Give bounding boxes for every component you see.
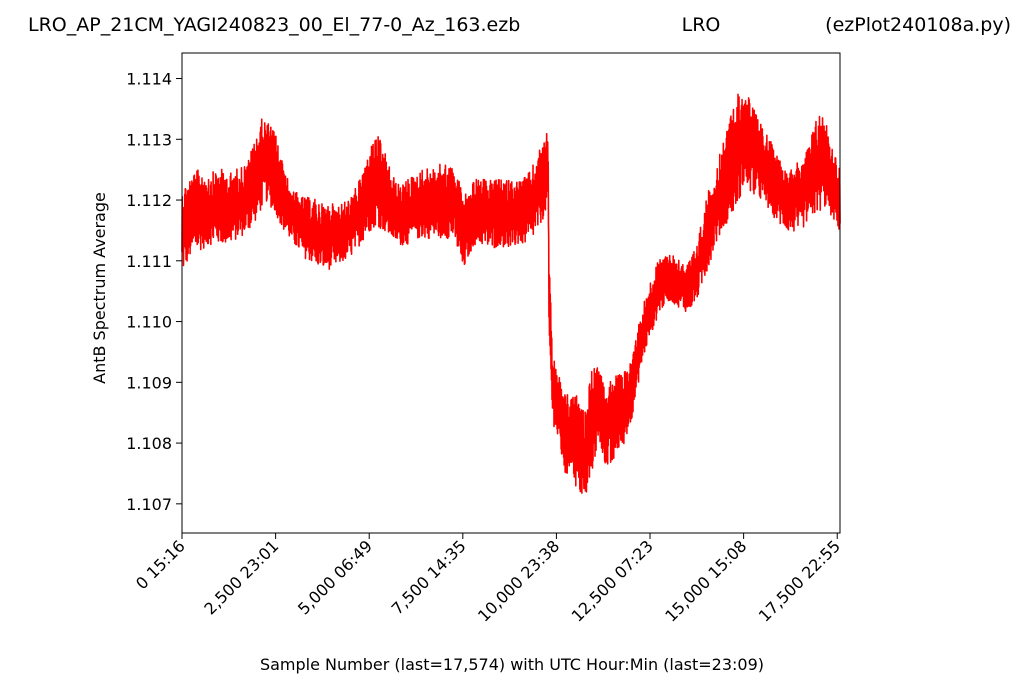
y-tick-label: 1.110: [126, 313, 172, 332]
series-line: [181, 93, 841, 494]
x-ticks: 0 15:16 2,500 23:01 5,000 06:49 7,500 14:35…: [132, 533, 844, 626]
y-tick-label: 1.111: [126, 252, 172, 271]
data-layer: [181, 93, 841, 494]
x-tick-label: 15,000 15:08: [661, 536, 750, 625]
header-filename: LRO_AP_21CM_YAGI240823_00_El_77-0_Az_163…: [28, 14, 520, 36]
x-axis-label: Sample Number (last=17,574) with UTC Hou…: [260, 655, 764, 674]
y-tick-label: 1.107: [126, 495, 172, 514]
x-tick-label: 5,000 06:49: [294, 536, 376, 618]
x-tick-label: 2,500 23:01: [200, 536, 282, 618]
header-script: (ezPlot240108a.py): [825, 14, 1011, 36]
x-tick-label: 10,000 23:38: [474, 536, 563, 625]
y-tick-label: 1.113: [126, 130, 172, 149]
y-axis-label: AntB Spectrum Average: [90, 192, 109, 384]
x-tick-label: 12,500 07:23: [568, 536, 657, 625]
y-tick-label: 1.114: [126, 70, 172, 89]
y-tick-label: 1.108: [126, 434, 172, 453]
y-tick-label: 1.112: [126, 191, 172, 210]
y-ticks: 1.107 1.108 1.109 1.110 1.111 1.112 1.113 1.114: [126, 70, 182, 514]
x-tick-label: 7,500 14:35: [388, 536, 470, 618]
header-station: LRO: [682, 14, 721, 36]
x-tick-label: 0 15:16: [132, 536, 189, 593]
plot-frame: [181, 52, 841, 534]
y-tick-label: 1.109: [126, 373, 172, 392]
x-tick-label: 17,500 22:55: [755, 536, 844, 625]
